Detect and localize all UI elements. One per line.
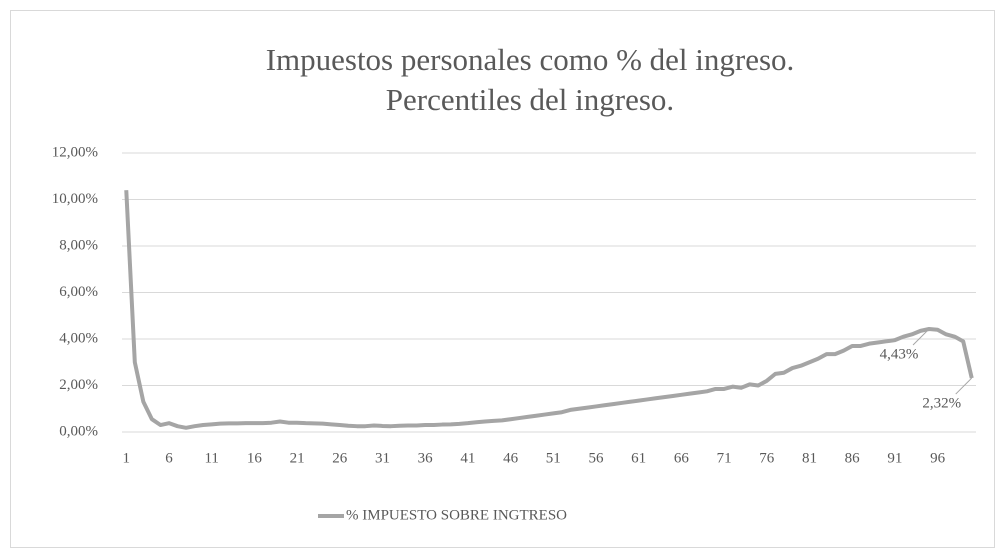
chart-title: Impuestos personales como % del ingreso.	[266, 42, 795, 77]
x-tick-label: 96	[930, 450, 946, 466]
x-tick-label: 66	[674, 450, 690, 466]
x-tick-label: 31	[375, 450, 390, 466]
x-tick-label: 46	[503, 450, 519, 466]
data-label: 4,43%	[880, 346, 919, 362]
x-tick-label: 81	[802, 450, 817, 466]
x-tick-label: 41	[460, 450, 475, 466]
y-tick-label: 2,00%	[59, 377, 98, 393]
x-tick-label: 86	[845, 450, 861, 466]
data-line	[124, 190, 974, 430]
x-tick-label: 61	[631, 450, 646, 466]
x-tick-label: 36	[418, 450, 434, 466]
y-tick-label: 4,00%	[59, 330, 98, 346]
y-tick-label: 10,00%	[52, 191, 98, 207]
x-tick-label: 91	[887, 450, 902, 466]
x-tick-label: 6	[165, 450, 173, 466]
y-tick-label: 6,00%	[59, 284, 98, 300]
x-tick-label: 21	[290, 450, 305, 466]
callout-line	[912, 328, 930, 346]
chart-title: Percentiles del ingreso.	[386, 82, 674, 117]
legend-label: % IMPUESTO SOBRE INGTRESO	[346, 507, 567, 523]
data-label: 2,32%	[922, 395, 961, 411]
y-tick-label: 8,00%	[59, 237, 98, 253]
x-tick-label: 16	[247, 450, 263, 466]
x-tick-label: 51	[546, 450, 561, 466]
x-tick-label: 76	[759, 450, 775, 466]
y-tick-label: 0,00%	[59, 423, 98, 439]
x-tick-label: 56	[588, 450, 604, 466]
chart-frame	[10, 10, 995, 548]
x-tick-label: 11	[204, 450, 218, 466]
callout-line	[955, 377, 973, 395]
x-tick-label: 26	[332, 450, 348, 466]
x-tick-label: 1	[123, 450, 131, 466]
x-tick-label: 71	[717, 450, 732, 466]
y-tick-label: 12,00%	[52, 144, 98, 160]
